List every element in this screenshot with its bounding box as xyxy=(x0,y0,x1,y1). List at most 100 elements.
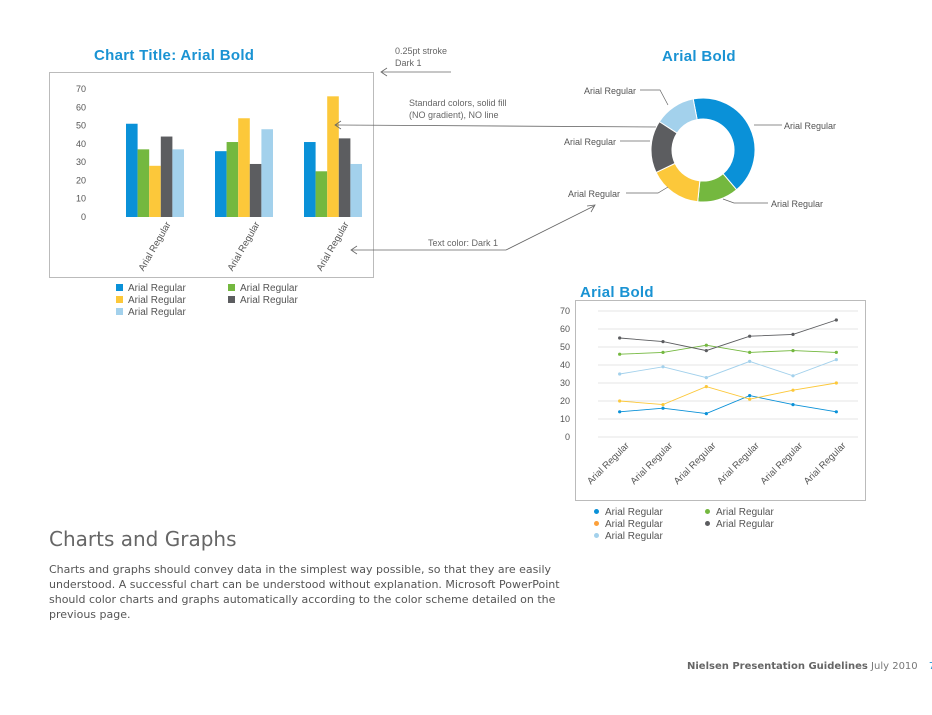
annotation-stroke: 0.25pt stroke Dark 1 xyxy=(395,45,447,69)
y-tick-label: 70 xyxy=(76,84,86,94)
y-tick-label: 60 xyxy=(76,102,86,112)
legend-label: Arial Regular xyxy=(605,519,663,530)
legend-item: Arial Regular xyxy=(116,295,186,306)
data-point xyxy=(791,388,795,392)
annotation-line: Dark 1 xyxy=(395,58,422,68)
legend-item: Arial Regular xyxy=(705,507,774,518)
data-point xyxy=(791,374,795,378)
legend-label: Arial Regular xyxy=(128,295,186,306)
series-line xyxy=(619,382,837,406)
legend-swatch-green xyxy=(228,284,235,291)
x-tick-label: Arial Regular xyxy=(672,440,719,487)
page-number: 7 xyxy=(929,661,932,672)
bar xyxy=(226,142,239,217)
bar xyxy=(327,96,339,217)
slice-label: Arial Regular xyxy=(771,199,823,209)
data-point xyxy=(704,385,708,389)
data-point xyxy=(748,359,752,363)
y-tick-label: 40 xyxy=(76,139,86,149)
line-chart-title: Arial Bold xyxy=(580,284,654,301)
data-point xyxy=(618,352,622,356)
footer-brand: Nielsen Presentation Guidelines xyxy=(687,661,868,672)
y-tick-label: 30 xyxy=(560,378,570,388)
annotation-line: 0.25pt stroke xyxy=(395,46,448,56)
y-tick-label: 20 xyxy=(560,396,570,406)
bar xyxy=(238,118,250,217)
annotation-fill: Standard colors, solid fill (NO gradient… xyxy=(409,97,507,121)
y-tick-label: 60 xyxy=(560,324,570,334)
legend-dot-green xyxy=(705,509,710,514)
slice-label: Arial Regular xyxy=(784,121,836,131)
donut-slice xyxy=(658,98,698,134)
y-tick-label: 70 xyxy=(560,306,570,316)
y-tick-label: 50 xyxy=(76,121,86,131)
bar xyxy=(137,149,150,217)
legend-swatch-light-blue xyxy=(116,308,123,315)
bar xyxy=(338,138,351,217)
y-tick-label: 40 xyxy=(560,360,570,370)
chart-frame xyxy=(49,72,374,278)
data-point xyxy=(618,399,622,403)
section-body: Charts and graphs should convey data in … xyxy=(49,563,560,621)
data-point xyxy=(748,350,752,354)
legend-item: Arial Regular xyxy=(228,283,298,294)
bar xyxy=(172,149,184,217)
legend-dot-yellow xyxy=(594,521,599,526)
legend-label: Arial Regular xyxy=(716,519,774,530)
legend-item: Arial Regular xyxy=(228,295,298,306)
data-point xyxy=(661,350,665,354)
bar-chart-legend: Arial Regular Arial Regular Arial Regula… xyxy=(116,283,376,323)
x-tick-label: Arial Regular xyxy=(585,440,632,487)
data-point xyxy=(704,343,708,347)
legend-item: Arial Regular xyxy=(116,307,186,318)
legend-swatch-yellow xyxy=(116,296,123,303)
data-point xyxy=(791,332,795,336)
data-point xyxy=(748,394,752,398)
bar xyxy=(249,163,262,217)
data-point xyxy=(834,410,838,414)
x-tick-label: Arial Regular xyxy=(759,440,806,487)
arrow-head xyxy=(334,120,342,130)
y-tick-label: 30 xyxy=(76,157,86,167)
legend-item: Arial Regular xyxy=(594,519,663,530)
arrow-head xyxy=(350,245,358,255)
line-chart-legend: Arial Regular Arial Regular Arial Regula… xyxy=(594,507,854,547)
data-point xyxy=(618,410,622,414)
chart-frame xyxy=(575,300,866,501)
arrow-fill-line xyxy=(335,124,659,128)
slice-label: Arial Regular xyxy=(568,189,620,199)
bar xyxy=(350,163,362,217)
legend-item: Arial Regular xyxy=(594,531,663,542)
bar xyxy=(261,129,273,217)
y-tick-label: 10 xyxy=(560,414,570,424)
legend-label: Arial Regular xyxy=(128,307,186,318)
legend-label: Arial Regular xyxy=(605,531,663,542)
legend-label: Arial Regular xyxy=(716,507,774,518)
series-line xyxy=(619,344,837,355)
arrow-head xyxy=(586,204,596,213)
bar xyxy=(126,123,138,217)
data-point xyxy=(704,412,708,416)
data-point xyxy=(791,349,795,353)
legend-dot-light-blue xyxy=(594,533,599,538)
y-tick-label: 50 xyxy=(560,342,570,352)
arrow-text-line xyxy=(352,205,595,251)
slice-label: Arial Regular xyxy=(564,137,616,147)
bar xyxy=(315,171,328,217)
page-footer: Nielsen Presentation Guidelines July 201… xyxy=(687,661,932,672)
data-point xyxy=(661,365,665,369)
bar xyxy=(215,151,227,217)
bar xyxy=(304,142,316,217)
legend-item: Arial Regular xyxy=(705,519,774,530)
series-line xyxy=(619,319,837,352)
annotation-line: (NO gradient), NO line xyxy=(409,110,499,120)
data-point xyxy=(618,372,622,376)
series-line xyxy=(619,395,837,415)
arrow-head xyxy=(380,67,388,77)
legend-dot-gray xyxy=(705,521,710,526)
legend-item: Arial Regular xyxy=(116,283,186,294)
leader-line xyxy=(722,198,768,204)
donut-chart: Arial Regular Arial Regular Arial Regular A… xyxy=(564,86,836,209)
data-point xyxy=(834,358,838,362)
